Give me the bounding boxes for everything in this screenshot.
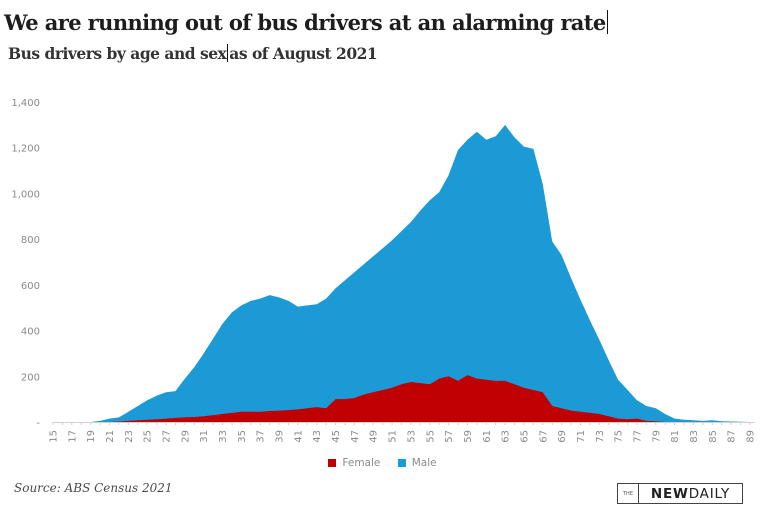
newdaily-logo: THE NEW DAILY [617, 483, 743, 504]
chart-subtitle: Bus drivers by age and sex as of August 2… [8, 44, 378, 63]
logo-prefix: THE [618, 484, 639, 503]
legend-swatch-male [397, 459, 406, 467]
area-chart: - 200 400 600 800 1,000 1,200 1,400 15 17 19 21 23 2… [11, 98, 757, 443]
x-tick-label: 15 [49, 430, 60, 443]
x-tick-label: 21 [105, 430, 116, 443]
y-tick-label: 200 [21, 372, 40, 383]
y-tick-label: 1,200 [11, 144, 40, 155]
x-tick-label: 81 [670, 430, 681, 443]
x-tick-label: 45 [331, 430, 342, 443]
area-male [53, 124, 750, 423]
x-tick-label: 73 [595, 430, 606, 443]
y-tick-label: 400 [21, 327, 40, 338]
x-tick-label: 65 [519, 430, 530, 443]
x-tick-label: 79 [651, 430, 662, 443]
x-tick-label: 17 [67, 430, 78, 443]
y-axis: - 200 400 600 800 1,000 1,200 1,400 [11, 98, 40, 429]
y-tick-label: 1,400 [11, 98, 40, 109]
logo-bold-part: NEW [650, 485, 689, 502]
chart-title-text: We are running out of bus drivers at an … [4, 10, 606, 35]
x-tick-label: 61 [482, 430, 493, 443]
x-tick-label: 87 [727, 430, 738, 443]
y-tick-label: 1,000 [11, 189, 40, 200]
x-tick-label: 25 [143, 430, 154, 443]
source-note: Source: ABS Census 2021 [14, 481, 173, 495]
x-tick-label: 43 [312, 430, 323, 443]
logo-wordmark: NEW DAILY [639, 484, 742, 503]
x-tick-label: 41 [293, 430, 304, 443]
x-tick-label: 49 [369, 430, 380, 443]
x-tick-label: 31 [199, 430, 210, 443]
y-tick-label: 800 [21, 235, 40, 246]
text-cursor [227, 44, 229, 62]
chart-title: We are running out of bus drivers at an … [4, 10, 608, 35]
x-tick-label: 37 [256, 430, 267, 443]
x-tick-label: 23 [124, 430, 135, 443]
x-tick-label: 77 [632, 430, 643, 443]
x-tick-label: 85 [708, 430, 719, 443]
subtitle-part-1: Bus drivers by age and sex [8, 44, 227, 63]
plot-areas [53, 124, 750, 423]
x-tick-label: 67 [538, 430, 549, 443]
legend-item-male: Male [397, 457, 437, 469]
legend-item-female: Female [328, 457, 380, 469]
x-tick-label: 39 [275, 430, 286, 443]
x-tick-label: 27 [162, 430, 173, 443]
legend-label-female: Female [342, 457, 381, 469]
x-tick-label: 63 [501, 430, 512, 443]
x-tick-label: 53 [406, 430, 417, 443]
x-axis: 15 17 19 21 23 25 27 29 31 33 35 37 39 41 43 45 47 49 51 53… [49, 422, 757, 443]
x-tick-label: 47 [350, 430, 361, 443]
legend-swatch-female [328, 459, 337, 467]
x-tick-label: 89 [746, 430, 757, 443]
legend: Female Male [0, 457, 765, 470]
text-cursor [606, 10, 608, 34]
area-female [53, 375, 750, 422]
logo-regular-part: DAILY [688, 485, 731, 502]
x-tick-label: 55 [425, 430, 436, 443]
x-tick-label: 59 [463, 430, 474, 443]
x-tick-label: 35 [237, 430, 248, 443]
x-tick-label: 33 [218, 430, 229, 443]
subtitle-part-2: as of August 2021 [229, 44, 378, 63]
x-tick-label: 71 [576, 430, 587, 443]
y-tick-label: 600 [21, 281, 40, 292]
x-tick-label: 19 [86, 430, 97, 443]
y-tick-label: - [36, 418, 40, 429]
x-tick-label: 69 [557, 430, 568, 443]
x-tick-label: 51 [388, 430, 399, 443]
x-tick-label: 75 [614, 430, 625, 443]
x-tick-label: 83 [689, 430, 700, 443]
legend-label-male: Male [411, 457, 437, 469]
x-tick-label: 57 [444, 430, 455, 443]
x-tick-label: 29 [180, 430, 191, 443]
